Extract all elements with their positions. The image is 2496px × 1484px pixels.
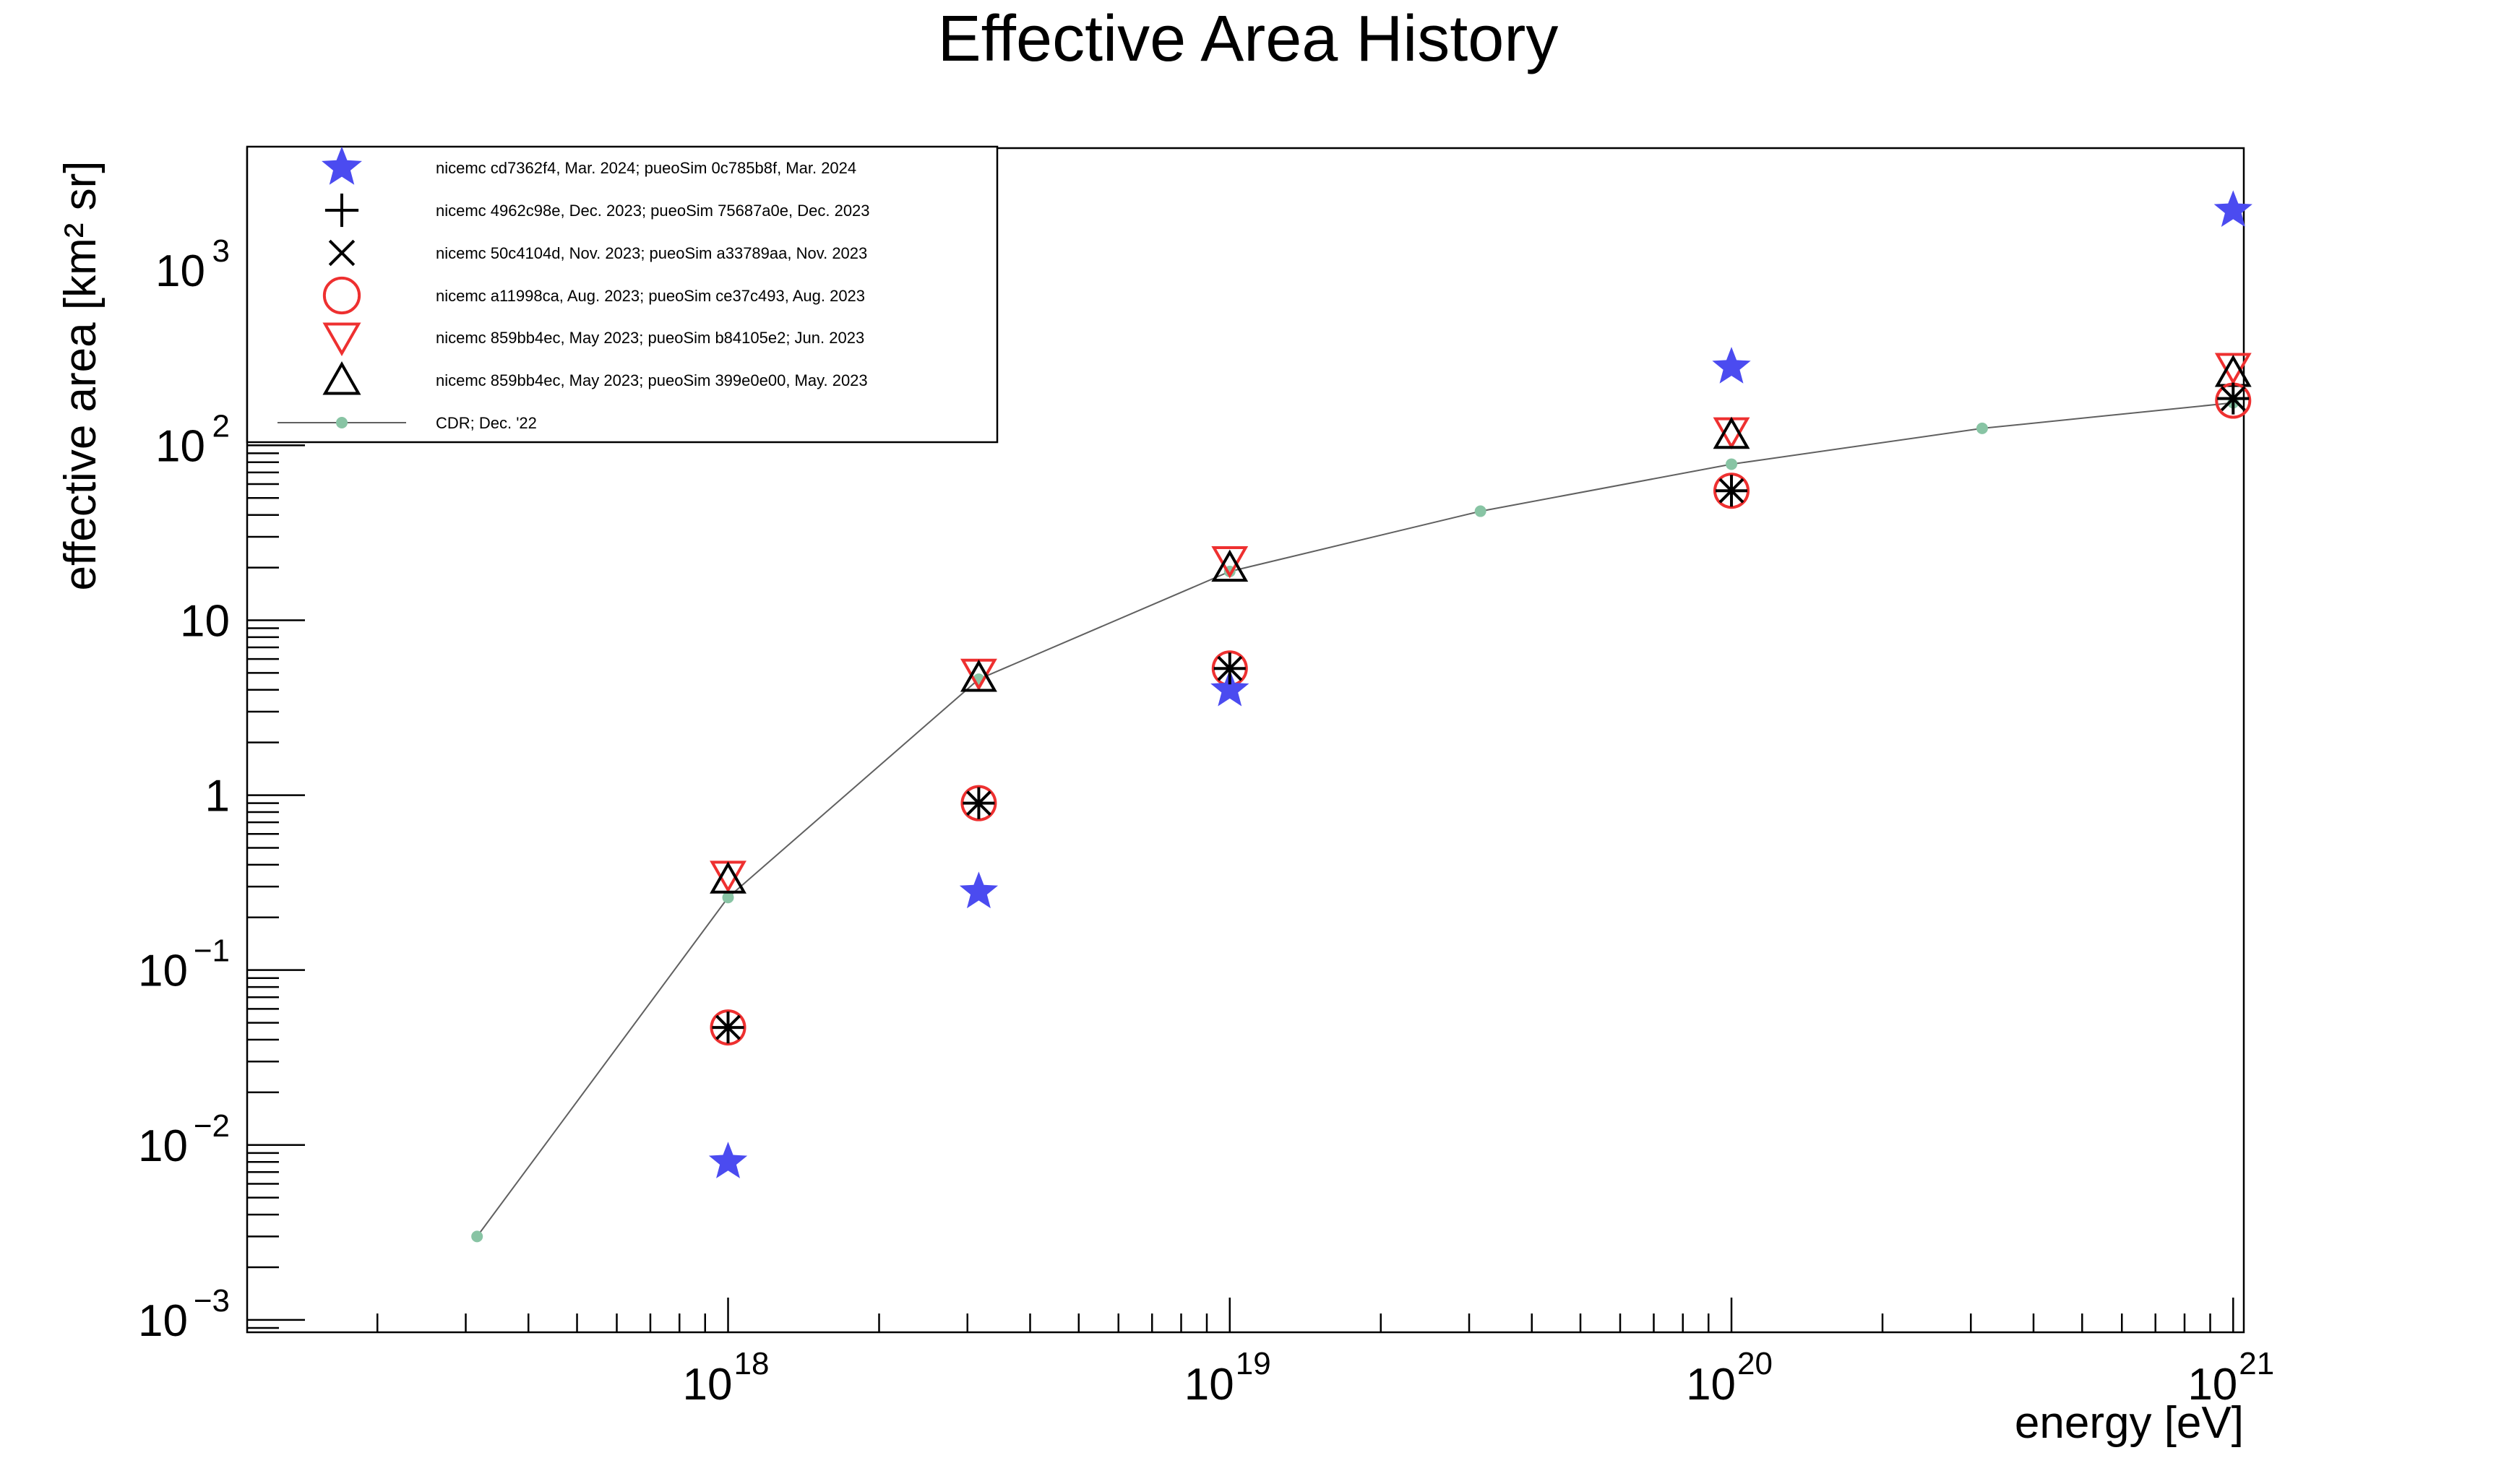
- x-tick-label-base: 10: [1184, 1360, 1234, 1410]
- y-tick-label-exponent: −1: [194, 933, 230, 969]
- y-tick-label: 210: [155, 408, 230, 471]
- data-point: [959, 871, 999, 909]
- chart-title: Effective Area History: [938, 3, 1559, 75]
- data-point: [960, 659, 997, 692]
- y-tick-label-base: 10: [180, 596, 230, 646]
- y-tick-label: −210: [138, 1108, 230, 1171]
- y-axis-label: effective area [km² sr]: [56, 161, 106, 591]
- data-point: [715, 1014, 741, 1040]
- legend-item: nicemc 4962c98e, Dec. 2023; pueoSim 7568…: [324, 193, 870, 228]
- legend-label: nicemc 859bb4ec, May 2023; pueoSim 399e0…: [436, 371, 868, 389]
- legend: nicemc cd7362f4, Mar. 2024; pueoSim 0c78…: [246, 145, 999, 444]
- x-tick-label: 10 21: [2187, 1346, 2274, 1410]
- data-point: [960, 785, 997, 821]
- legend-marker: [324, 193, 359, 228]
- x-tick-label-exponent: 18: [734, 1346, 770, 1381]
- data-point: [471, 1230, 483, 1243]
- series-0: [708, 190, 2252, 1178]
- legend-item: nicemc 859bb4ec, May 2023; pueoSim b8410…: [322, 322, 864, 356]
- series-6: [471, 397, 2239, 1243]
- x-tick-label-base: 10: [1686, 1360, 1736, 1410]
- legend-marker: [328, 239, 356, 267]
- y-tick-label-exponent: 2: [212, 408, 230, 444]
- legend-box: [246, 145, 999, 444]
- data-point: [2213, 190, 2252, 227]
- legend-item: nicemc 50c4104d, Nov. 2023; pueoSim a337…: [328, 239, 867, 267]
- x-tick-labels: 10 18 10 19 10 20 10 21: [683, 1346, 2275, 1410]
- y-tick-label: 310: [155, 233, 230, 296]
- x-tick-label-exponent: 21: [2239, 1346, 2274, 1381]
- y-tick-label-base: 10: [138, 1296, 188, 1346]
- legend-item: CDR; Dec. '22: [277, 414, 537, 432]
- legend-item: nicemc 859bb4ec, May 2023; pueoSim 399e0…: [322, 361, 868, 395]
- y-tick-label-base: 10: [155, 246, 205, 296]
- data-point: [1210, 669, 1249, 707]
- data-point: [1712, 347, 1751, 384]
- data-point: [2214, 353, 2252, 386]
- data-point: [1211, 545, 1249, 579]
- data-point: [708, 1142, 748, 1178]
- data-point: [1474, 505, 1486, 517]
- legend-marker: [322, 322, 361, 356]
- legend-label: CDR; Dec. '22: [436, 414, 537, 432]
- y-tick-label-exponent: 3: [212, 233, 230, 269]
- legend-marker: [322, 361, 361, 395]
- data-point: [1713, 416, 1750, 449]
- legend-label: nicemc a11998ca, Aug. 2023; pueoSim ce37…: [436, 287, 865, 305]
- legend-label: nicemc 859bb4ec, May 2023; pueoSim b8410…: [436, 329, 864, 347]
- data-point: [722, 892, 734, 904]
- legend-marker: [336, 417, 348, 428]
- x-tick-label-exponent: 19: [1236, 1346, 1271, 1381]
- legend-label: nicemc 4962c98e, Dec. 2023; pueoSim 7568…: [436, 202, 870, 220]
- data-point: [1211, 549, 1249, 582]
- data-point: [1976, 422, 1988, 434]
- x-tick-label: 10 18: [683, 1346, 770, 1410]
- y-tick-label-base: 10: [138, 946, 188, 996]
- x-tick-label-base: 10: [683, 1360, 733, 1410]
- x-tick-label-exponent: 20: [1737, 1346, 1773, 1381]
- data-series: [471, 190, 2252, 1243]
- data-point: [710, 861, 746, 894]
- data-point: [2220, 386, 2246, 412]
- y-tick-label-exponent: −3: [194, 1283, 230, 1319]
- data-point: [1713, 473, 1750, 509]
- x-tick-label: 10 20: [1686, 1346, 1773, 1410]
- legend-label: nicemc 50c4104d, Nov. 2023; pueoSim a337…: [436, 244, 867, 262]
- data-point: [966, 790, 991, 816]
- legend-item: nicemc cd7362f4, Mar. 2024; pueoSim 0c78…: [322, 146, 856, 185]
- legend-item: nicemc a11998ca, Aug. 2023; pueoSim ce37…: [322, 276, 865, 315]
- data-point: [1726, 458, 1738, 470]
- y-tick-label: −110: [138, 933, 230, 996]
- y-tick-label: 1: [205, 772, 230, 821]
- y-tick-label-base: 1: [205, 772, 230, 821]
- x-tick-label: 10 19: [1184, 1346, 1271, 1410]
- legend-marker: [322, 146, 362, 185]
- x-axis-label: energy [eV]: [2015, 1398, 2244, 1448]
- series-line: [476, 402, 2234, 1237]
- data-point: [1718, 478, 1744, 504]
- plot-frame: [246, 147, 2245, 1334]
- legend-marker: [322, 276, 361, 315]
- legend-label: nicemc cd7362f4, Mar. 2024; pueoSim 0c78…: [436, 159, 856, 177]
- x-tick-label-base: 10: [2187, 1360, 2237, 1410]
- y-tick-label-base: 10: [155, 421, 205, 471]
- y-tick-label-base: 10: [138, 1121, 188, 1171]
- y-tick-label: −310: [138, 1283, 230, 1346]
- y-axis-label-text: effective area [km² sr]: [56, 161, 106, 591]
- y-tick-label-exponent: −2: [194, 1108, 230, 1144]
- data-point: [1217, 655, 1243, 681]
- y-tick-label: 10: [180, 596, 230, 646]
- series-2: [715, 386, 2246, 1040]
- data-point: [710, 1009, 746, 1046]
- x-axis-ticks: [376, 1298, 2234, 1332]
